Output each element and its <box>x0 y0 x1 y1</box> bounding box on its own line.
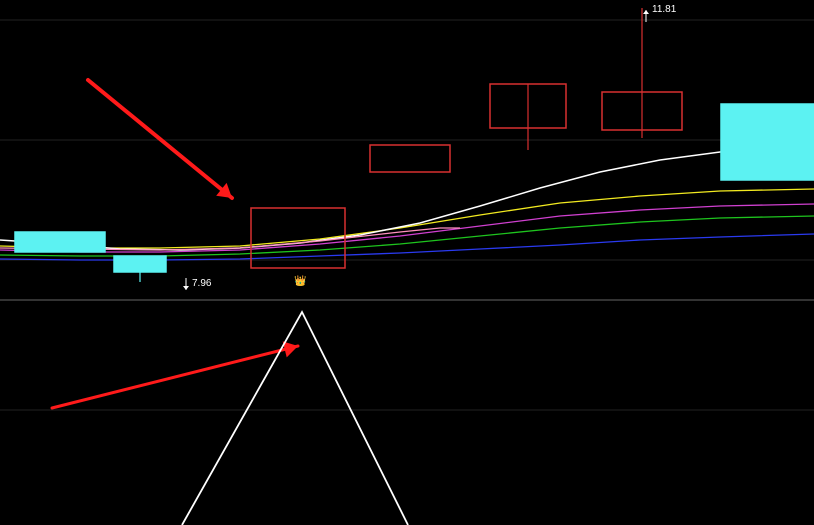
chart-svg <box>0 0 814 525</box>
candle-body <box>721 104 814 180</box>
chart-stage: 11.81 7.96 👑 <box>0 0 814 525</box>
candle-body <box>114 256 166 272</box>
price-label: 11.81 <box>652 4 676 15</box>
chart-marker-icon: 👑 <box>294 276 306 287</box>
candle-body <box>15 232 105 252</box>
price-label: 7.96 <box>192 278 211 289</box>
